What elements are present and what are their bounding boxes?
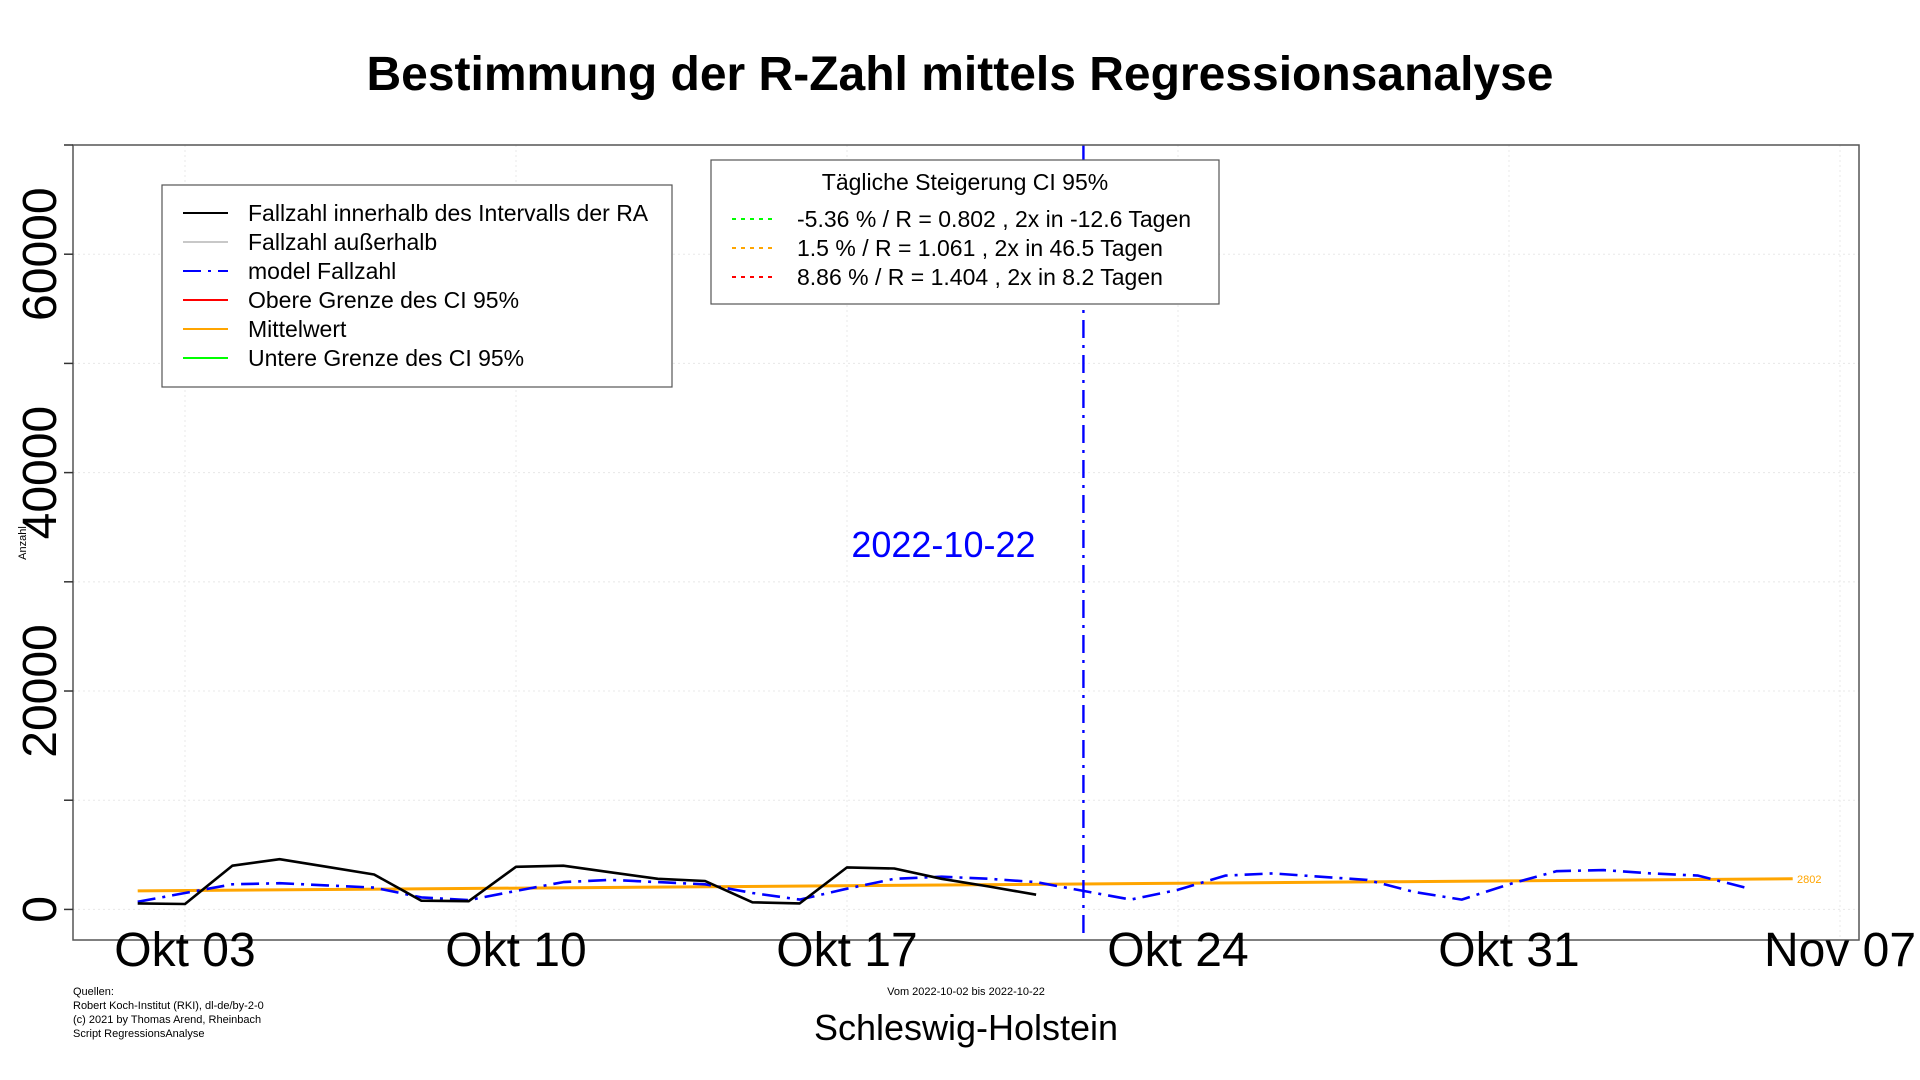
y-tick-label: 20000 xyxy=(14,624,67,757)
y-tick-label: 60000 xyxy=(14,187,67,320)
legend-item-label: Obere Grenze des CI 95% xyxy=(248,287,519,313)
legend-item-label: model Fallzahl xyxy=(248,258,396,284)
legend-item-label: Mittelwert xyxy=(248,316,347,342)
legend-main-box xyxy=(161,184,673,388)
y-tick-label: 40000 xyxy=(14,406,67,539)
legend-ci-item-label: 1.5 % / R = 1.061 , 2x in 46.5 Tagen xyxy=(797,235,1163,261)
legend-ci-title: Tägliche Steigerung CI 95% xyxy=(822,169,1108,195)
series-line xyxy=(137,857,1037,906)
source-line: Script RegressionsAnalyse xyxy=(73,1028,204,1040)
legend-ci-item-label: 8.86 % / R = 1.404 , 2x in 8.2 Tagen xyxy=(797,264,1163,290)
y-axis: 0 20000 40000 60000 xyxy=(14,144,73,923)
period-note: Vom 2022-10-02 bis 2022-10-22 xyxy=(887,986,1045,998)
chart-subtitle: Schleswig-Holstein xyxy=(814,1007,1118,1048)
x-tick-label: Okt 10 xyxy=(445,924,586,977)
x-tick-label: Nov 07 xyxy=(1764,924,1916,977)
y-axis-label: Anzahl xyxy=(17,526,29,560)
mean-end-label: 2802 xyxy=(1797,874,1821,886)
x-axis: Okt 03 Okt 10 Okt 17 Okt 24 Okt 31 Nov 07 xyxy=(114,924,1916,977)
series-line xyxy=(137,877,1793,893)
plot-frame xyxy=(72,144,1860,941)
source-line: Robert Koch-Institut (RKI), dl-de/by-2-0 xyxy=(73,1000,264,1012)
legend-ci-item-label: -5.36 % / R = 0.802 , 2x in -12.6 Tagen xyxy=(797,206,1191,232)
x-tick-label: Okt 17 xyxy=(776,924,917,977)
x-tick-label: Okt 24 xyxy=(1107,924,1248,977)
date-marker-label: 2022-10-22 xyxy=(851,524,1035,565)
x-tick-label: Okt 03 xyxy=(114,924,255,977)
legend-item-label: Fallzahl innerhalb des Intervalls der RA xyxy=(248,200,649,226)
x-tick-label: Okt 31 xyxy=(1438,924,1579,977)
chart-title: Bestimmung der R-Zahl mittels Regression… xyxy=(366,48,1553,101)
series-line xyxy=(137,868,1746,904)
legend-ci: Tägliche Steigerung CI 95% -5.36 % / R = … xyxy=(710,159,1220,305)
y-tick-label: 0 xyxy=(14,896,67,923)
legend-main: Fallzahl innerhalb des Intervalls der RA… xyxy=(161,184,673,388)
legend-ci-box xyxy=(710,159,1220,305)
source-line: (c) 2021 by Thomas Arend, Rheinbach xyxy=(73,1014,261,1026)
source-line: Quellen: xyxy=(73,986,114,998)
legend-item-label: Fallzahl außerhalb xyxy=(248,229,437,255)
sources-note: Quellen: Robert Koch-Institut (RKI), dl-d… xyxy=(73,986,264,1040)
legend-item-label: Untere Grenze des CI 95% xyxy=(248,345,524,371)
